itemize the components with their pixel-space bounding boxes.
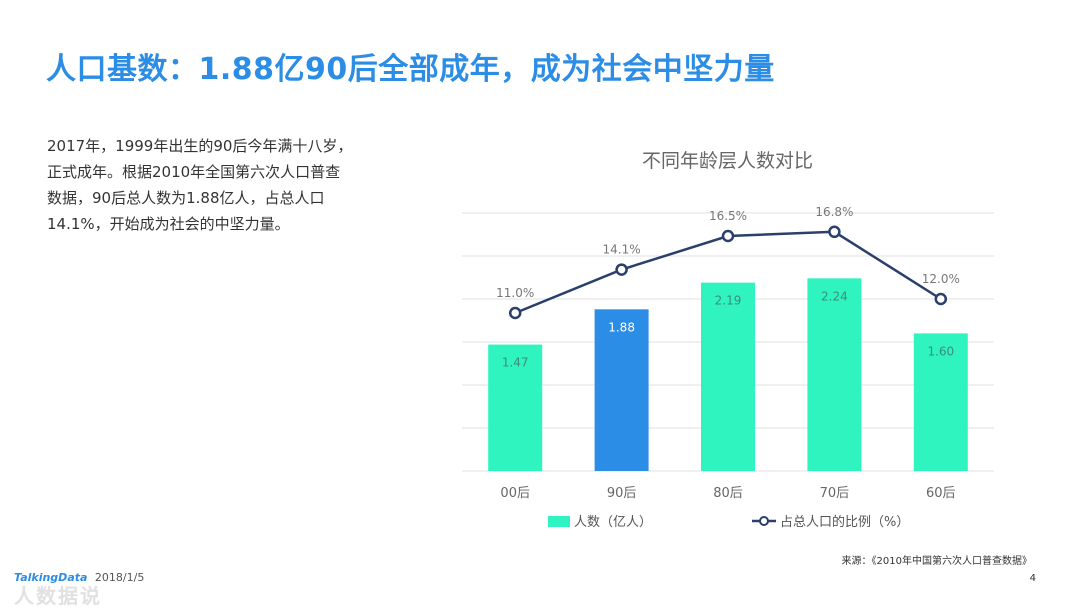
bar-value-label: 1.60 (927, 344, 954, 358)
page-number: 4 (1029, 573, 1036, 584)
legend-line-marker (759, 516, 769, 526)
bar-value-label: 1.88 (608, 320, 635, 334)
watermark: 人数据说 (14, 584, 102, 608)
bar-value-label: 1.47 (502, 356, 529, 370)
ratio-point (615, 263, 628, 276)
legend-bar-label: 人数（亿人） (574, 515, 652, 530)
bar (913, 333, 968, 471)
slide-title: 人口基数：1.88亿90后全部成年，成为社会中坚力量 (46, 52, 775, 87)
ratio-value-label: 12.0% (922, 272, 960, 286)
ratio-value-label: 16.8% (815, 205, 853, 219)
footer-brand: TalkingData 2018/1/5 (14, 571, 144, 584)
bar (488, 344, 543, 471)
footer-date: 2018/1/5 (94, 571, 145, 584)
ratio-point (828, 225, 841, 239)
x-tick-label: 70后 (820, 486, 850, 501)
ratio-point (508, 306, 522, 320)
x-tick-label: 90后 (607, 486, 637, 501)
ratio-point (721, 229, 735, 243)
ratio-point (934, 292, 948, 306)
bar-value-label: 2.19 (715, 294, 742, 308)
x-tick-label: 00后 (500, 486, 530, 501)
paragraph-line: 正式成年。根据2010年全国第六次人口普查 (47, 163, 341, 181)
ratio-value-label: 11.0% (496, 286, 534, 300)
chart-title: 不同年龄层人数对比 (641, 150, 813, 172)
paragraph-line: 2017年，1999年出生的90后今年满十八岁， (47, 137, 353, 155)
x-tick-label: 60后 (926, 486, 956, 501)
bar (594, 309, 649, 471)
paragraph-line: 数据，90后总人数为1.88亿人，占总人口 (47, 189, 325, 207)
source-note: 来源：《2010年中国第六次人口普查数据》 (841, 556, 1032, 567)
legend-line-label: 占总人口的比例（%） (780, 514, 909, 530)
ratio-value-label: 16.5% (709, 209, 747, 223)
bar (807, 278, 862, 471)
description-paragraph: 2017年，1999年出生的90后今年满十八岁， 正式成年。根据2010年全国第… (47, 133, 382, 237)
ratio-value-label: 14.1% (603, 243, 641, 257)
talkingdata-logo: TalkingData (14, 571, 88, 584)
paragraph-line: 14.1%，开始成为社会的中坚力量。 (47, 215, 290, 233)
bar-value-label: 2.24 (821, 289, 848, 303)
bar (701, 282, 755, 471)
x-tick-label: 80后 (713, 486, 743, 501)
legend-bar-swatch (548, 516, 570, 527)
